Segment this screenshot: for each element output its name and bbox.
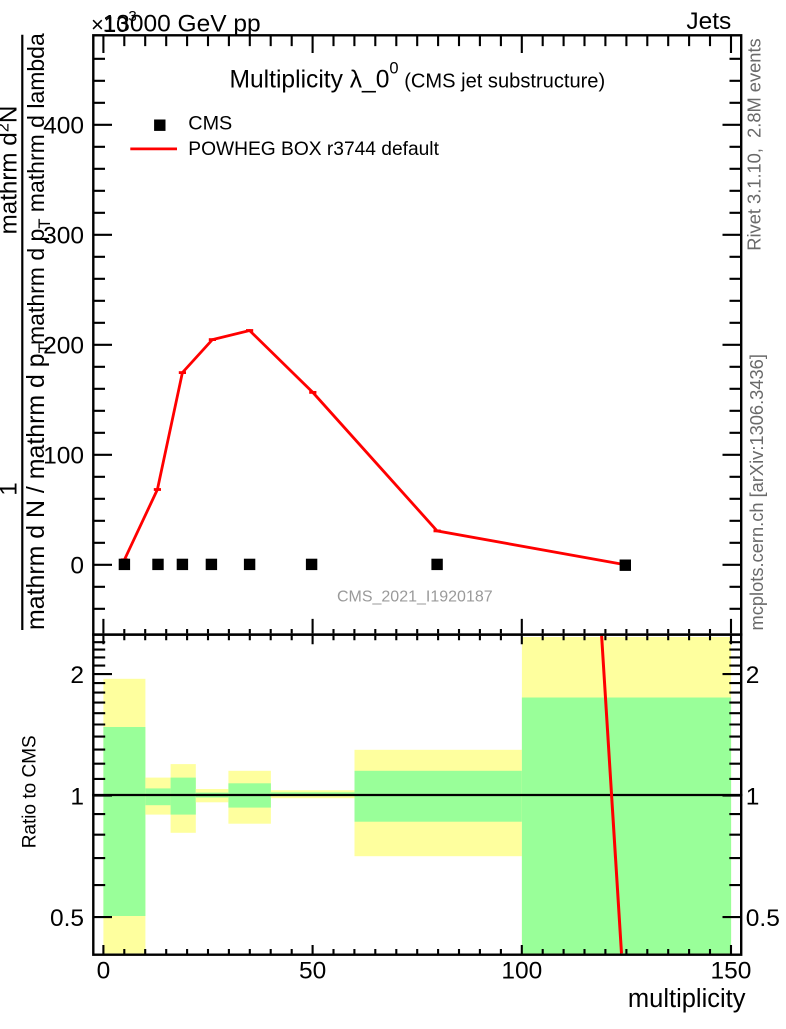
svg-text:2: 2 <box>70 662 84 689</box>
svg-text:CMS: CMS <box>188 113 232 135</box>
svg-text:Jets: Jets <box>686 8 731 35</box>
svg-text:1: 1 <box>0 482 23 495</box>
svg-text:50: 50 <box>299 958 326 985</box>
svg-text:300: 300 <box>43 223 84 250</box>
svg-text:400: 400 <box>43 113 84 140</box>
svg-text:mathrm d pT mathrm d lambda: mathrm d pT mathrm d lambda <box>23 33 54 345</box>
svg-text:100: 100 <box>501 958 542 985</box>
svg-text:1: 1 <box>746 783 760 810</box>
svg-text:CMS_2021_I1920187: CMS_2021_I1920187 <box>337 589 493 606</box>
svg-text:mcplots.cern.ch [arXiv:1306.34: mcplots.cern.ch [arXiv:1306.3436] <box>746 354 767 630</box>
svg-text:multiplicity: multiplicity <box>628 985 746 1013</box>
svg-text:0.5: 0.5 <box>50 905 84 932</box>
svg-text:2: 2 <box>746 662 760 689</box>
svg-text:0.5: 0.5 <box>746 905 780 932</box>
svg-text:150: 150 <box>711 958 752 985</box>
svg-text:100: 100 <box>43 443 84 470</box>
svg-text:mathrm d N / mathrm d pT: mathrm d N / mathrm d pT <box>22 343 54 630</box>
svg-text:13000 GeV pp: 13000 GeV pp <box>103 10 261 37</box>
svg-text:0: 0 <box>97 958 111 985</box>
svg-text:200: 200 <box>43 333 84 360</box>
svg-text:Ratio to CMS: Ratio to CMS <box>20 735 41 848</box>
svg-text:mathrm d2N: mathrm d2N <box>0 106 23 235</box>
svg-text:Rivet 3.1.10, 2.8M events: Rivet 3.1.10, 2.8M events <box>743 38 764 250</box>
svg-text:1: 1 <box>70 783 84 810</box>
svg-text:0: 0 <box>70 553 84 580</box>
svg-text:POWHEG BOX r3744 default: POWHEG BOX r3744 default <box>188 139 439 160</box>
